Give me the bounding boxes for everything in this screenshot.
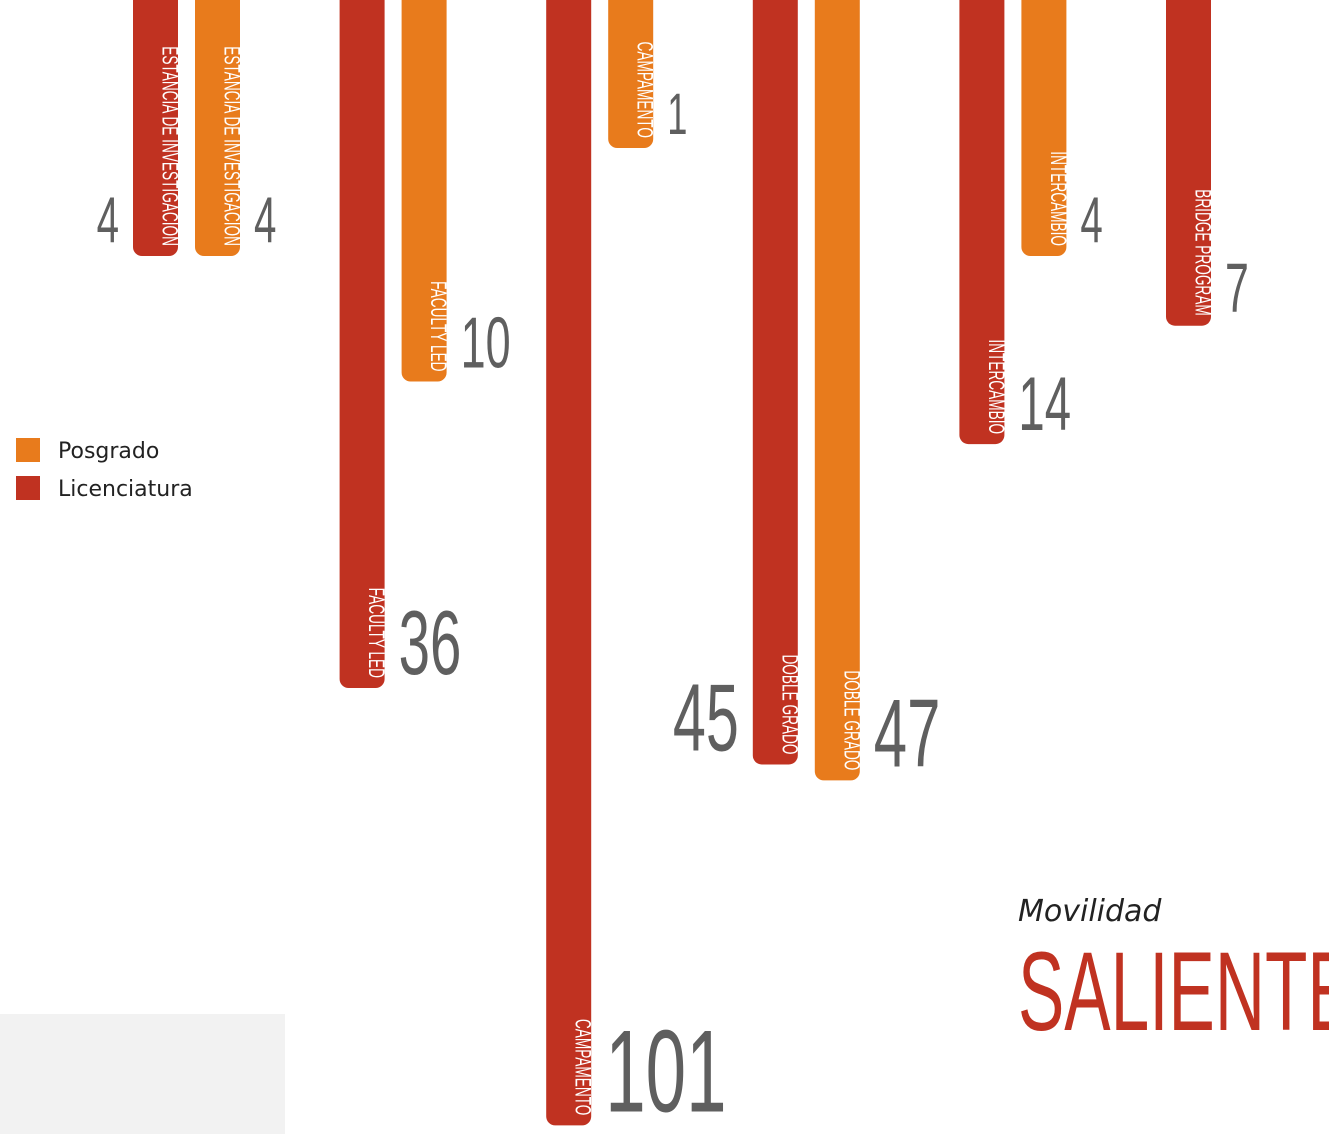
value-label: 10 [461, 301, 511, 383]
bar-label: DOBLE GRADO [839, 670, 864, 770]
bar-label: BRIDGE PROGRAM [1191, 189, 1216, 316]
value-label-group: 45 [673, 664, 739, 771]
bar-label: CAMPAMENTO [633, 42, 658, 138]
value-label: 1 [667, 82, 687, 147]
bar-label-group: BRIDGE PROGRAM [1191, 189, 1216, 316]
bar-label: CAMPAMENTO [571, 1019, 596, 1115]
legend-label: Posgrado [58, 439, 159, 464]
bar-label-group: INTERCAMBIO [1046, 151, 1071, 246]
bar [814, 0, 860, 781]
value-label-group: 4 [254, 184, 276, 256]
value-label-group: 10 [461, 301, 511, 383]
bar [195, 0, 240, 256]
bar [1021, 0, 1067, 256]
value-label-group: 4 [1080, 184, 1102, 256]
value-label: 4 [254, 184, 276, 256]
bar-label: INTERCAMBIO [1046, 151, 1071, 246]
legend-swatch [16, 476, 40, 500]
bar [608, 0, 654, 148]
value-label-group: 36 [399, 592, 462, 694]
value-label: 14 [1018, 363, 1071, 447]
bar [959, 0, 1005, 445]
bar [339, 0, 385, 688]
value-label: 47 [874, 680, 941, 788]
bar-label-group: ESTANCIA DE INVESTIGACIÓN [220, 46, 245, 246]
bar-label-group: ESTANCIA DE INVESTIGACIÓN [158, 46, 183, 246]
value-label: 101 [605, 1006, 726, 1134]
value-label: 4 [97, 184, 119, 256]
bar-label: INTERCAMBIO [984, 339, 1009, 434]
bar-label: FACULTY LED [364, 588, 389, 678]
bar-label: ESTANCIA DE INVESTIGACIÓN [158, 46, 183, 246]
bar-label-group: FACULTY LED [426, 281, 451, 371]
bar [133, 0, 178, 256]
bar-label: ESTANCIA DE INVESTIGACIÓN [220, 46, 245, 246]
value-label: 7 [1225, 250, 1249, 327]
bar [401, 0, 447, 382]
bar-label-group: CAMPAMENTO [571, 1019, 596, 1115]
bar [546, 0, 592, 1126]
bar [1166, 0, 1211, 326]
bar-label-group: INTERCAMBIO [984, 339, 1009, 434]
value-label-group: 14 [1018, 363, 1071, 447]
legend-label: Licenciatura [58, 477, 193, 502]
bar-label-group: DOBLE GRADO [777, 654, 802, 754]
value-label: 45 [673, 664, 739, 771]
bar-label: DOBLE GRADO [777, 654, 802, 754]
subtitle: Movilidad [1018, 894, 1162, 929]
value-label-group: 7 [1225, 250, 1249, 327]
bar [752, 0, 798, 765]
title-group: SALIENTE [1018, 929, 1329, 1054]
panel [0, 1014, 285, 1134]
legend-swatch [16, 438, 40, 462]
bar-label-group: DOBLE GRADO [839, 670, 864, 770]
bar-label-group: CAMPAMENTO [633, 42, 658, 138]
value-label-group: 4 [97, 184, 119, 256]
value-label: 4 [1080, 184, 1102, 256]
value-label-group: 101 [605, 1006, 726, 1134]
value-label-group: 1 [667, 82, 687, 147]
bar-label: FACULTY LED [426, 281, 451, 371]
bar-label-group: FACULTY LED [364, 588, 389, 678]
chart-title: SALIENTE [1018, 929, 1329, 1054]
value-label: 36 [399, 592, 462, 694]
value-label-group: 47 [874, 680, 941, 788]
